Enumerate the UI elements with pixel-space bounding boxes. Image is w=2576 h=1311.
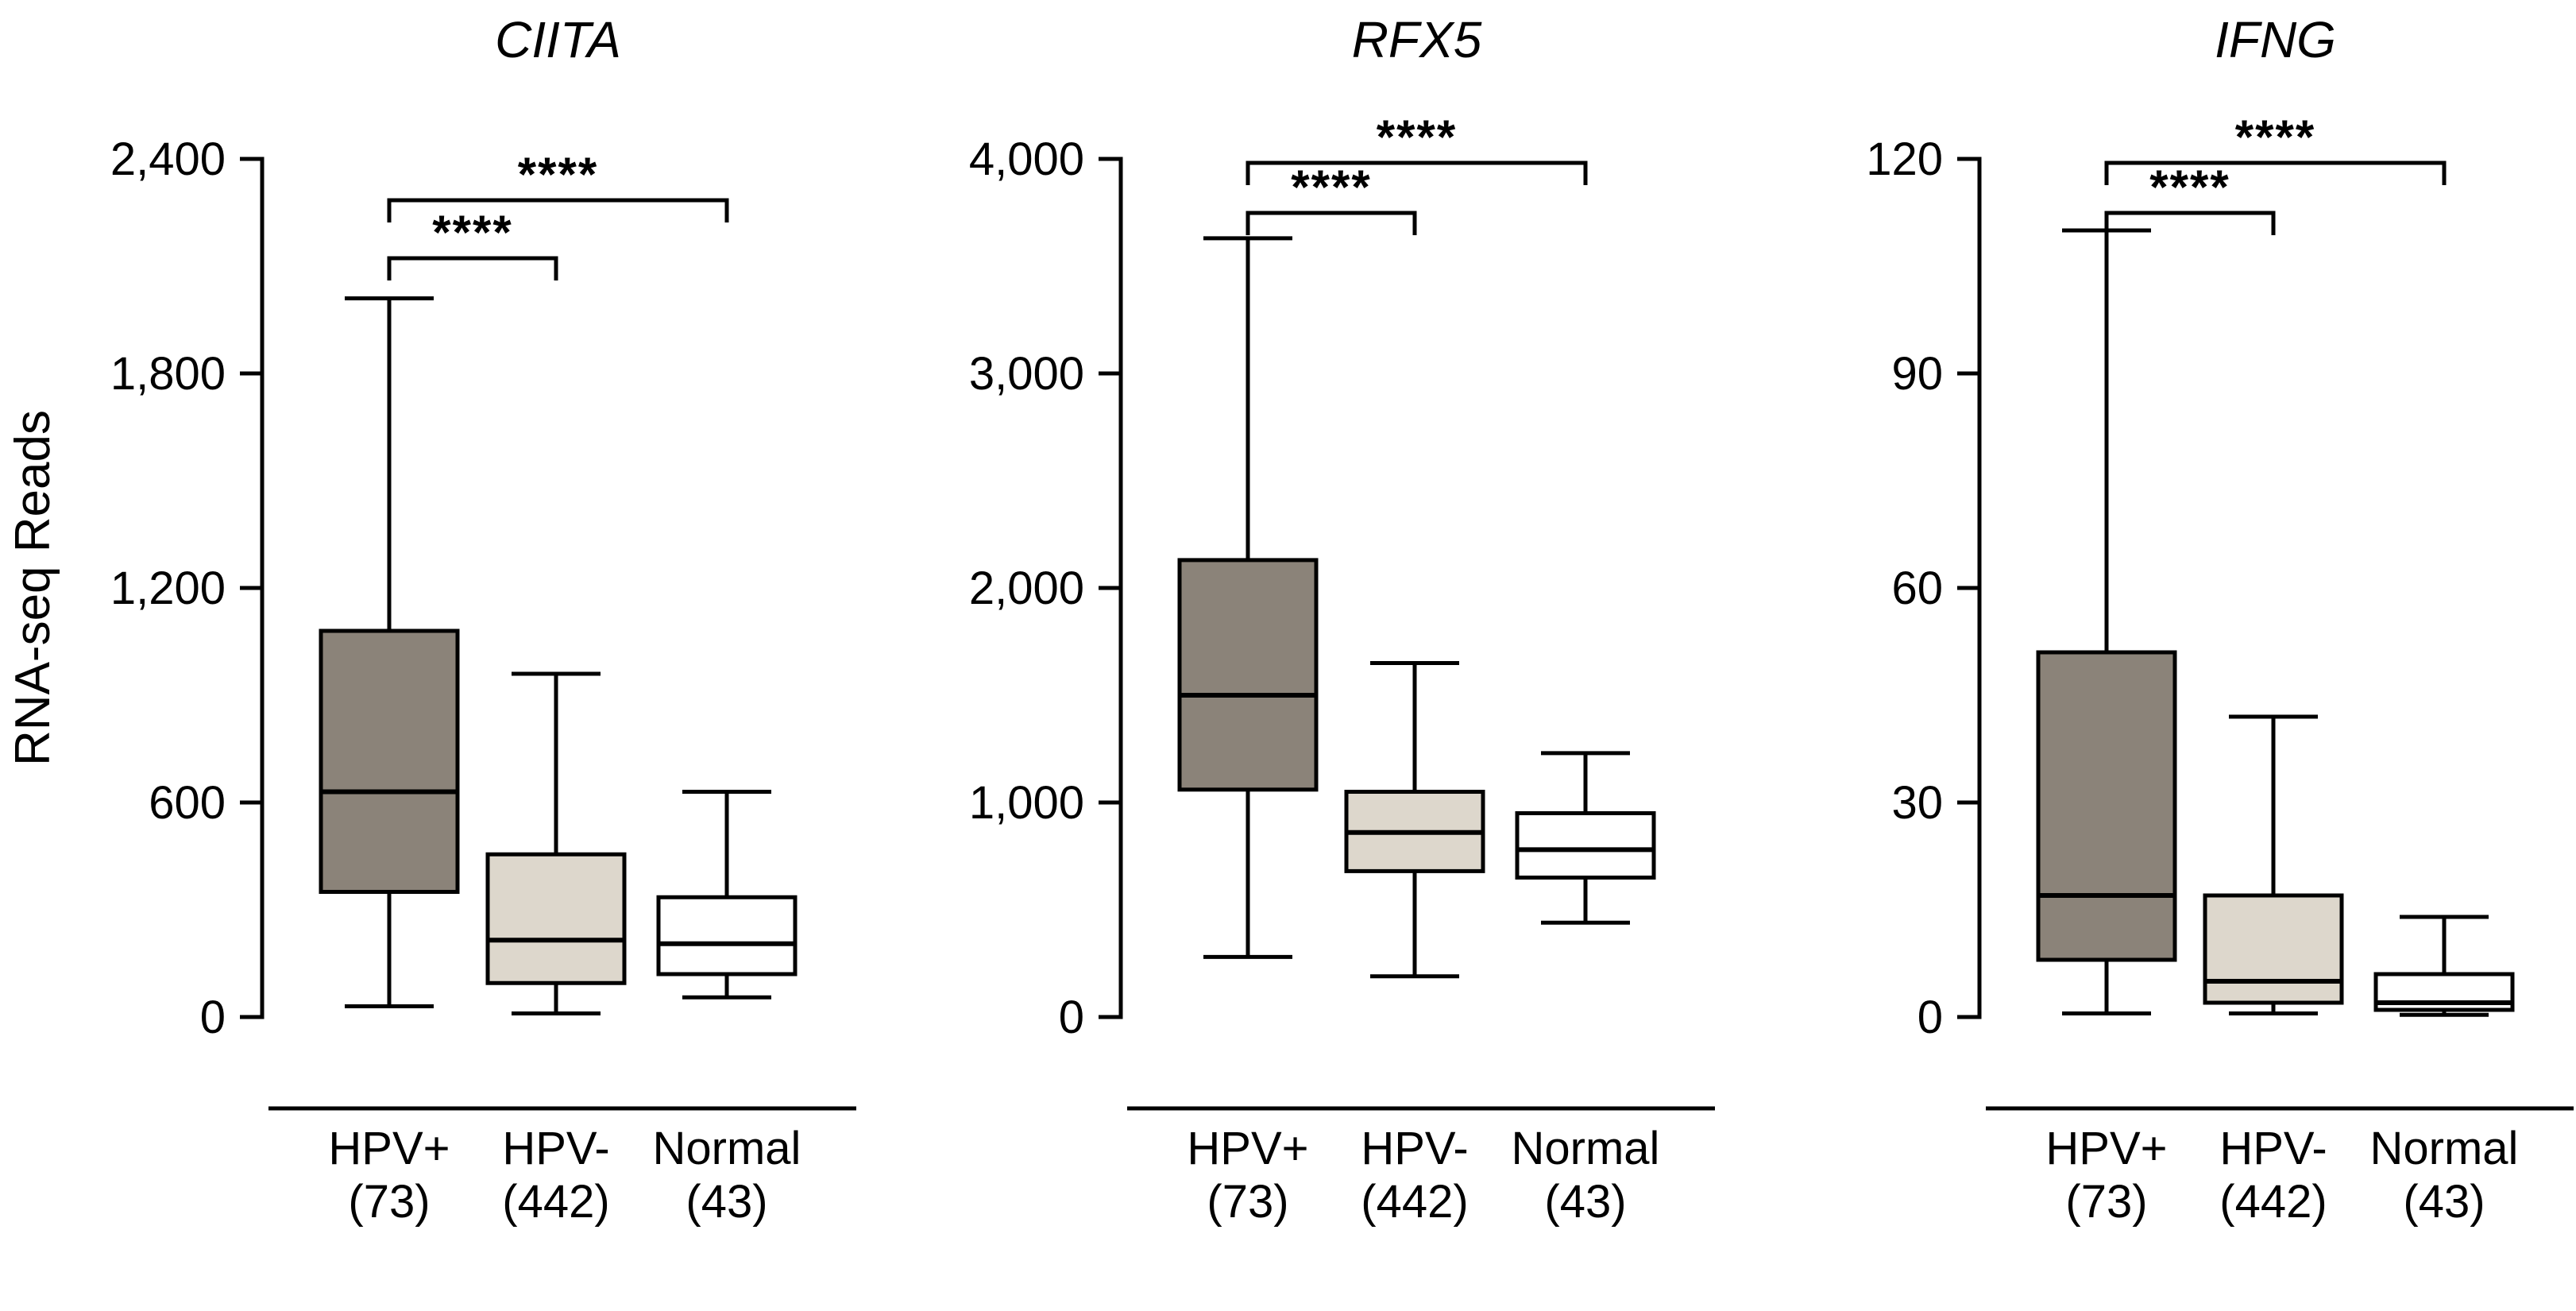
sig-stars: **** [2149,160,2230,214]
x-count-hpv: (442) [502,1176,609,1228]
panel-title: IFNG [2215,11,2336,68]
x-count-normal: (43) [2403,1176,2485,1228]
panel-rfx5: RFX5 0 1,000 2,000 3,000 4,000 HPV+ (73) HPV- (44… [859,0,1717,1311]
panel-title: CIITA [495,11,621,68]
y-tick-label: 2,000 [969,563,1084,614]
y-axis-label: RNA-seq Reads [6,410,60,766]
y-tick-label: 4,000 [969,133,1084,185]
panel-title: RFX5 [1352,11,1482,68]
x-label-normal: Normal [2370,1123,2519,1174]
sig-stars: **** [518,148,598,201]
x-count-hpv: (442) [1361,1176,1468,1228]
y-tick-label: 3,000 [969,348,1084,400]
x-label-hpv: HPV- [2219,1123,2327,1174]
sig-bracket [2104,160,2447,185]
panel-ifng: IFNG 0 30 60 90 120 HPV+ (73) HPV- (442) Normal (43… [1717,0,2576,1311]
y-tick-label: 90 [1891,348,1943,400]
y-tick-label: 120 [1866,133,1943,185]
sig-bracket [1246,211,1417,235]
x-count-hpv: (73) [2065,1176,2147,1228]
iqr-box [656,895,798,976]
x-count-normal: (43) [1544,1176,1626,1228]
y-tick-label: 600 [149,777,226,829]
boxplot-normal [2373,915,2515,1017]
boxplot-hpv [485,671,627,1015]
y-tick-label: 60 [1891,563,1943,614]
x-label-normal: Normal [1512,1123,1660,1174]
y-tick-label: 1,000 [969,777,1084,829]
boxplot-hpv [1344,661,1485,979]
sig-stars: **** [432,206,512,259]
sig-bracket [387,198,729,222]
panel-ciita: CIITA 0 600 1,200 1,800 2,400 RNA-seq Reads HPV… [0,0,859,1311]
sig-bracket [387,256,558,280]
x-label-hpv: HPV+ [1187,1123,1308,1174]
y-tick-label: 30 [1891,777,1943,829]
iqr-box [319,628,460,894]
boxplot-hpv [2036,228,2177,1015]
y-tick-label: 2,400 [110,133,226,185]
iqr-box [2203,893,2344,1005]
y-tick-label: 0 [1059,992,1084,1043]
sig-stars: **** [2235,110,2315,164]
boxplot-normal [1515,751,1656,925]
boxplot-hpv [1177,236,1319,959]
iqr-box [1515,811,1656,880]
iqr-box [485,852,627,985]
y-tick-label: 0 [1918,992,1943,1043]
x-label-normal: Normal [653,1123,801,1174]
x-count-hpv: (73) [348,1176,430,1228]
sig-stars: **** [1377,110,1457,164]
x-label-hpv: HPV+ [328,1123,450,1174]
chart-svg-ciita: CIITA 0 600 1,200 1,800 2,400 RNA-seq Reads HPV… [6,11,856,1228]
x-count-hpv: (73) [1207,1176,1288,1228]
x-count-hpv: (442) [2219,1176,2327,1228]
iqr-box [2036,650,2177,962]
boxplot-hpv [2203,714,2344,1015]
sig-bracket [1246,160,1588,185]
x-count-normal: (43) [686,1176,767,1228]
y-tick-label: 1,200 [110,563,226,614]
chart-svg-ifng: IFNG 0 30 60 90 120 HPV+(73) HPV-(442) Normal(43… [1866,11,2574,1228]
sig-stars: **** [1291,160,1371,214]
y-tick-label: 1,800 [110,348,226,400]
y-tick-label: 0 [200,992,226,1043]
x-label-hpv: HPV- [502,1123,609,1174]
x-label-hpv: HPV- [1361,1123,1468,1174]
boxplot-hpv [319,296,460,1008]
iqr-box [1177,558,1319,792]
x-label-hpv: HPV+ [2045,1123,2167,1174]
chart-svg-rfx5: RFX5 0 1,000 2,000 3,000 4,000 HPV+(73) HPV-(44… [969,11,1715,1228]
boxplot-normal [656,790,798,1000]
sig-bracket [2104,211,2276,235]
